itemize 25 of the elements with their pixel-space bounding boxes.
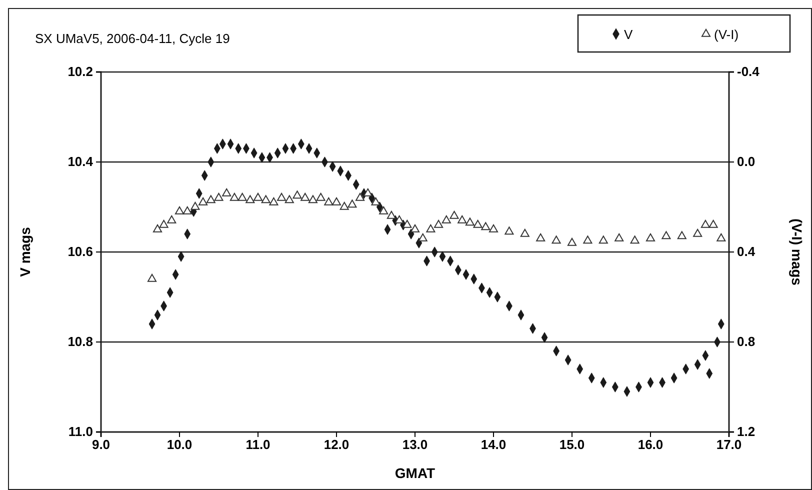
x-tick-label: 9.0: [92, 437, 110, 452]
y-tick-label: 10.4: [68, 154, 94, 170]
chart-title: SX UMaV5, 2006-04-11, Cycle 19: [35, 31, 230, 46]
y2-tick-label: 0.0: [737, 154, 756, 170]
y-tick-label: 11.0: [68, 424, 93, 440]
y-tick-label: 10.8: [68, 334, 93, 350]
x-tick-label: 17.0: [716, 437, 742, 452]
y-axis-title: V mags: [17, 226, 33, 277]
x-tick-label: 16.0: [638, 437, 664, 452]
x-tick-label: 10.0: [166, 437, 192, 452]
y2-tick-label: -0.4: [737, 64, 760, 80]
y-tick-label: 10.6: [68, 244, 93, 260]
legend-label: V: [624, 27, 633, 42]
y2-tick-label: 0.4: [737, 244, 756, 260]
y2-tick-label: 1.2: [737, 424, 756, 440]
x-tick-label: 11.0: [246, 437, 270, 452]
y2-tick-label: 0.8: [737, 334, 756, 350]
x-tick-label: 15.0: [559, 437, 585, 452]
legend-label: (V-I): [714, 27, 739, 42]
x-tick-label: 13.0: [402, 437, 428, 452]
y-tick-label: 10.2: [68, 64, 93, 80]
y2-axis-title: (V-I) mags: [789, 218, 805, 286]
x-tick-label: 14.0: [480, 437, 506, 452]
x-tick-label: 12.0: [324, 437, 350, 452]
x-axis-title: GMAT: [394, 465, 436, 481]
